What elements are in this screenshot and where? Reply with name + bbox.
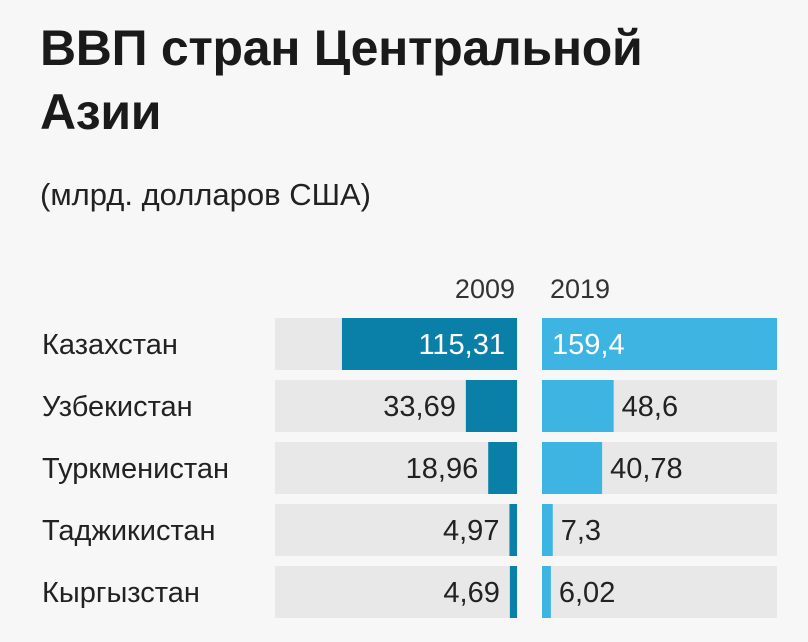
chart-title: ВВП стран Центральной Азии [40, 20, 643, 140]
value-label-2009: 33,69 [383, 391, 456, 423]
country-label: Узбекистан [42, 391, 193, 423]
value-label-2019: 40,78 [610, 453, 683, 485]
bar-2009 [341, 318, 517, 370]
bar-2009 [509, 504, 517, 556]
value-label-2009: 4,97 [443, 515, 499, 547]
value-label-2009: 18,96 [406, 453, 479, 485]
value-label-2019: 6,02 [559, 577, 615, 609]
value-label-2019: 48,6 [622, 391, 678, 423]
year-header-2009: 2009 [455, 274, 515, 304]
country-label: Казахстан [42, 329, 178, 361]
country-label: Кыргызстан [42, 577, 200, 609]
bar-2009 [509, 566, 517, 618]
row-track-2019 [542, 566, 777, 618]
value-label-2019: 7,3 [561, 515, 601, 547]
row-track-2019 [542, 504, 777, 556]
row-track-2009 [275, 442, 517, 494]
bar-2019 [542, 380, 614, 432]
year-header-2019: 2019 [550, 274, 610, 304]
row-track-2009 [275, 504, 517, 556]
value-label-2009: 4,69 [443, 577, 499, 609]
bar-2019 [542, 442, 603, 494]
row-track-2009 [275, 566, 517, 618]
bar-2019 [542, 318, 777, 370]
bar-2019 [542, 566, 551, 618]
country-label: Туркменистан [42, 453, 229, 485]
value-label-2019: 159,4 [552, 329, 625, 361]
chart-subtitle: (млрд. долларов США) [40, 177, 371, 212]
bar-2019 [542, 504, 553, 556]
bar-2009 [465, 380, 517, 432]
value-label-2009: 115,31 [418, 329, 505, 361]
bar-2009 [488, 442, 517, 494]
country-label: Таджикистан [42, 515, 216, 547]
